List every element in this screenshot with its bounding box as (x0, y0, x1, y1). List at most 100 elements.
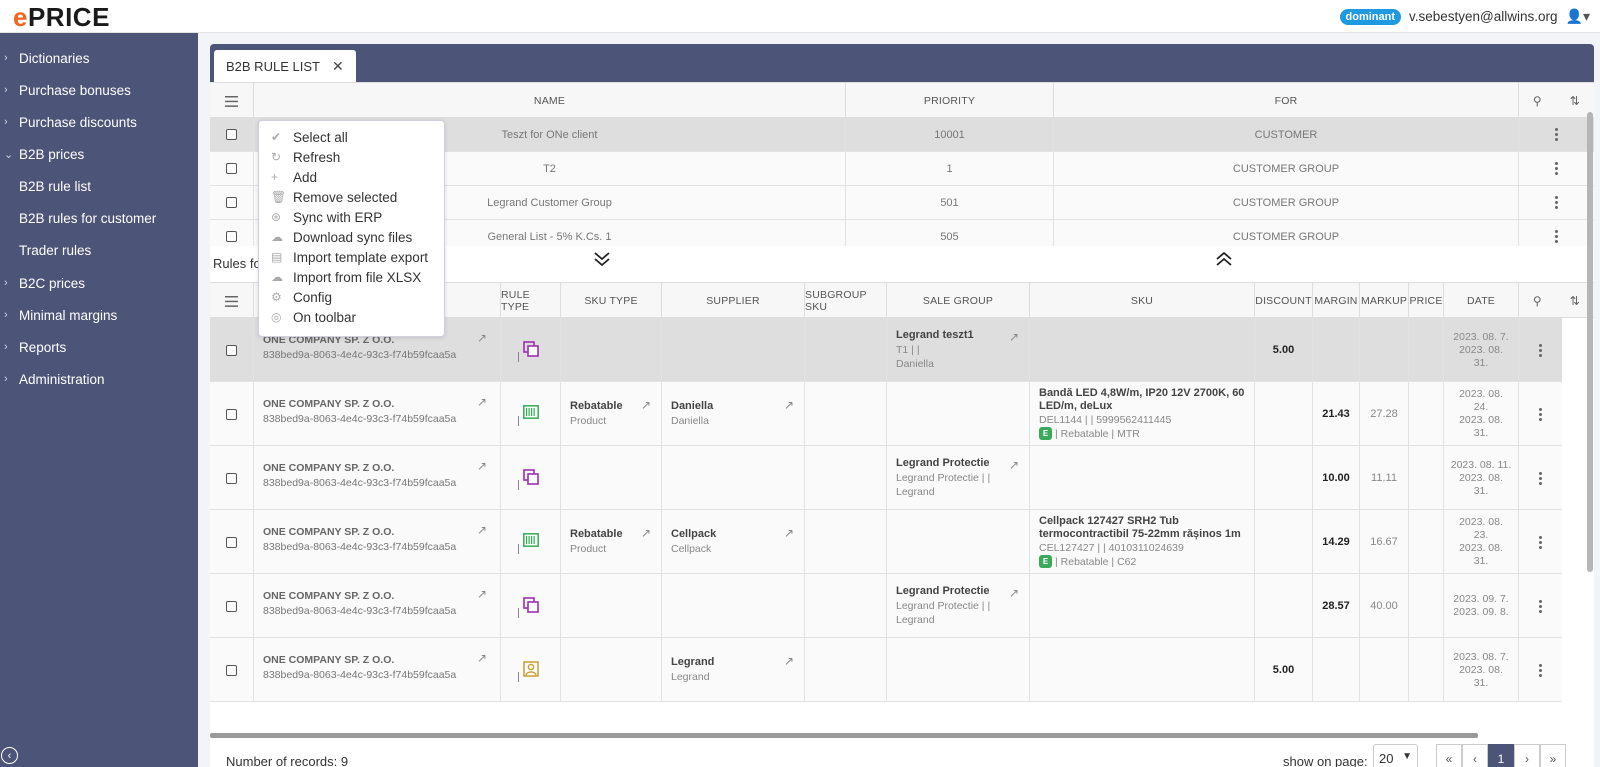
row-checkbox[interactable] (226, 129, 237, 140)
row-checkbox[interactable] (226, 197, 237, 208)
menu-item-select-all[interactable]: ✔ Select all (271, 127, 348, 147)
vertical-scrollbar[interactable] (1587, 112, 1593, 572)
column-menu-button[interactable] (210, 283, 254, 319)
external-link-icon[interactable]: ↗ (477, 331, 488, 345)
company-uuid: 838bed9a-8063-4e4c-93c3-f74b59fcaa5a (263, 541, 457, 553)
col-rule-type[interactable]: RULE TYPE (501, 283, 561, 319)
external-link-icon[interactable]: ↗ (1009, 330, 1020, 344)
table-row[interactable]: ONE COMPANY SP. Z O.O. 838bed9a-8063-4e4c… (210, 574, 1562, 638)
table-row[interactable]: ONE COMPANY SP. Z O.O. 838bed9a-8063-4e4c… (210, 446, 1562, 510)
col-for[interactable]: FOR (1054, 83, 1519, 119)
col-subgroup-sku[interactable]: SUBGROUP SKU (805, 283, 887, 319)
row-checkbox[interactable] (226, 344, 237, 356)
filter-icon[interactable]: ⚲ (1532, 294, 1542, 308)
company-name: ONE COMPANY SP. Z O.O. (263, 526, 395, 538)
row-checkbox[interactable] (226, 600, 237, 612)
external-link-icon[interactable]: ↗ (641, 398, 652, 412)
external-link-icon[interactable]: ↗ (784, 526, 795, 540)
external-link-icon[interactable]: ↗ (784, 398, 795, 412)
menu-item-config[interactable]: ⚙ Config (271, 287, 332, 307)
table-row[interactable]: ONE COMPANY SP. Z O.O. 838bed9a-8063-4e4c… (210, 510, 1562, 574)
sidebar-item-b2b-prices[interactable]: ⌄ B2B prices (0, 138, 198, 170)
col-customer[interactable] (254, 283, 501, 319)
row-actions-icon[interactable] (1519, 152, 1594, 185)
external-link-icon[interactable]: ↗ (477, 395, 488, 409)
sidebar-item-b2b-rule-list[interactable]: B2B rule list (0, 170, 198, 202)
horizontal-scrollbar[interactable] (210, 733, 1478, 738)
row-checkbox[interactable] (226, 408, 237, 420)
row-actions-icon[interactable] (1519, 382, 1562, 446)
sidebar-item-b2b-rules-for-customer[interactable]: B2B rules for customer (0, 202, 198, 234)
filter-icon[interactable]: ⚲ (1532, 94, 1542, 108)
col-name[interactable]: NAME (254, 83, 846, 119)
user-email[interactable]: v.sebestyen@allwins.org (1409, 9, 1558, 24)
eprice-logo[interactable]: ePRICE (13, 2, 110, 33)
menu-item-download-sync[interactable]: ☁ Download sync files (271, 227, 412, 247)
col-sku-type[interactable]: SKU TYPE (561, 283, 662, 319)
row-actions-icon[interactable] (1519, 186, 1594, 219)
row-checkbox[interactable] (226, 472, 237, 484)
col-margin[interactable]: MARGIN (1313, 283, 1360, 319)
row-actions-icon[interactable] (1519, 220, 1594, 253)
sidebar-item-purchase-discounts[interactable]: › Purchase discounts (0, 106, 198, 138)
external-link-icon[interactable]: ↗ (477, 651, 488, 665)
col-priority[interactable]: PRIORITY (846, 83, 1054, 119)
row-actions-icon[interactable] (1519, 318, 1562, 382)
menu-item-remove-selected[interactable]: 🗑 Remove selected (271, 187, 397, 207)
row-checkbox[interactable] (226, 664, 237, 676)
chevrons-down-icon[interactable] (593, 250, 611, 268)
next-page-button[interactable]: › (1514, 744, 1540, 767)
page-1-button[interactable]: 1 (1488, 744, 1514, 767)
row-actions-icon[interactable] (1519, 574, 1562, 638)
sidebar-item-dictionaries[interactable]: › Dictionaries (0, 42, 198, 74)
user-menu-icon[interactable]: 👤▾ (1565, 8, 1590, 24)
sidebar-item-b2c-prices[interactable]: › B2C prices (0, 267, 198, 299)
first-page-button[interactable]: « (1436, 744, 1462, 767)
row-actions-icon[interactable] (1519, 510, 1562, 574)
external-link-icon[interactable]: ↗ (1009, 586, 1020, 600)
collapse-sidebar-icon[interactable]: ‹ (1, 747, 18, 764)
col-sku[interactable]: SKU (1030, 283, 1255, 319)
close-icon[interactable]: ✕ (331, 57, 344, 74)
row-checkbox-cell (210, 118, 254, 151)
page-size-select[interactable]: 20 ▼ (1373, 744, 1418, 767)
menu-item-refresh[interactable]: ↻ Refresh (271, 147, 340, 167)
sort-icon[interactable]: ⇅ (1569, 94, 1581, 108)
col-supplier[interactable]: SUPPLIER (662, 283, 805, 319)
external-link-icon[interactable]: ↗ (477, 459, 488, 473)
sort-icon[interactable]: ⇅ (1569, 294, 1581, 308)
external-link-icon[interactable]: ↗ (784, 654, 795, 668)
menu-item-add[interactable]: + Add (271, 167, 317, 187)
col-price[interactable]: PRICE (1409, 283, 1444, 319)
table-row[interactable]: ONE COMPANY SP. Z O.O. 838bed9a-8063-4e4c… (210, 638, 1562, 702)
row-actions-icon[interactable] (1519, 446, 1562, 510)
external-link-icon[interactable]: ↗ (477, 523, 488, 537)
col-discount[interactable]: DISCOUNT (1255, 283, 1313, 319)
sidebar-item-purchase-bonuses[interactable]: › Purchase bonuses (0, 74, 198, 106)
sidebar-item-administration[interactable]: › Administration (0, 363, 198, 395)
col-markup[interactable]: MARKUP (1360, 283, 1409, 319)
sidebar-item-minimal-margins[interactable]: › Minimal margins (0, 299, 198, 331)
sidebar-item-reports[interactable]: › Reports (0, 331, 198, 363)
chevrons-up-icon[interactable] (1215, 250, 1233, 268)
table-row[interactable]: ONE COMPANY SP. Z O.O. 838bed9a-8063-4e4c… (210, 382, 1562, 446)
prev-page-button[interactable]: ‹ (1462, 744, 1488, 767)
menu-item-sync-erp[interactable]: ⊛ Sync with ERP (271, 207, 382, 227)
external-link-icon[interactable]: ↗ (1009, 458, 1020, 472)
row-actions-icon[interactable] (1519, 118, 1594, 151)
row-checkbox[interactable] (226, 536, 237, 548)
external-link-icon[interactable]: ↗ (641, 526, 652, 540)
row-checkbox[interactable] (226, 163, 237, 174)
tab-b2b-rule-list[interactable]: B2B RULE LIST ✕ (214, 50, 356, 82)
menu-item-import-xlsx[interactable]: ☁ Import from file XLSX (271, 267, 421, 287)
menu-item-import-template[interactable]: ▤ Import template export (271, 247, 428, 267)
sidebar-item-trader-rules[interactable]: Trader rules (0, 234, 198, 266)
col-date[interactable]: DATE (1444, 283, 1519, 319)
col-sale-group[interactable]: SALE GROUP (887, 283, 1030, 319)
external-link-icon[interactable]: ↗ (477, 587, 488, 601)
last-page-button[interactable]: » (1540, 744, 1566, 767)
menu-item-on-toolbar[interactable]: ◎ On toolbar (271, 307, 356, 327)
column-menu-button[interactable] (210, 83, 254, 119)
row-checkbox[interactable] (226, 231, 237, 242)
row-actions-icon[interactable] (1519, 638, 1562, 702)
